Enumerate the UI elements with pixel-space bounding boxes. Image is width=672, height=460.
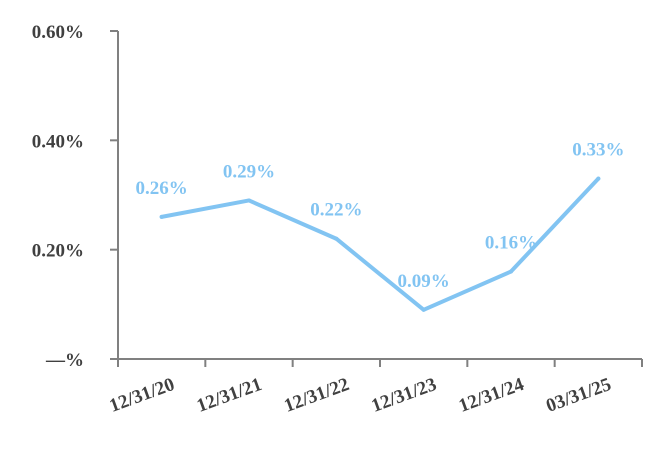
data-point [509, 269, 513, 274]
data-point [421, 307, 426, 312]
data-label: 0.09% [398, 271, 450, 292]
data-point [596, 176, 601, 181]
data-point [334, 236, 339, 241]
x-tick-label: 12/31/22 [281, 374, 352, 417]
data-label: 0.16% [485, 233, 537, 254]
series-line [159, 176, 601, 312]
y-tick-label: 0.40% [32, 131, 84, 152]
data-point [247, 198, 251, 203]
x-axis: 12/31/20 12/31/21 12/31/22 12/31/23 12/31/24… [107, 358, 643, 417]
data-label: 0.33% [572, 140, 624, 161]
data-labels: 0.26% 0.29% 0.22% 0.09% 0.16% 0.33% [136, 140, 625, 292]
y-tick-label: 0.20% [32, 241, 84, 262]
x-tick-label: 12/31/20 [107, 374, 178, 417]
data-label: 0.22% [310, 200, 362, 221]
data-label: 0.29% [223, 161, 275, 182]
x-tick-label: 03/31/25 [543, 374, 614, 417]
y-tick-label: 0.60% [32, 22, 84, 43]
data-label: 0.26% [136, 178, 188, 199]
x-tick-label: 12/31/24 [456, 374, 527, 417]
x-tick-label: 12/31/23 [369, 374, 440, 417]
y-tick-label: —% [45, 350, 84, 371]
y-axis: —% 0.20% 0.40% 0.60% [32, 22, 119, 371]
series [159, 176, 601, 312]
data-point [159, 214, 164, 219]
x-tick-label: 12/31/21 [194, 374, 265, 417]
